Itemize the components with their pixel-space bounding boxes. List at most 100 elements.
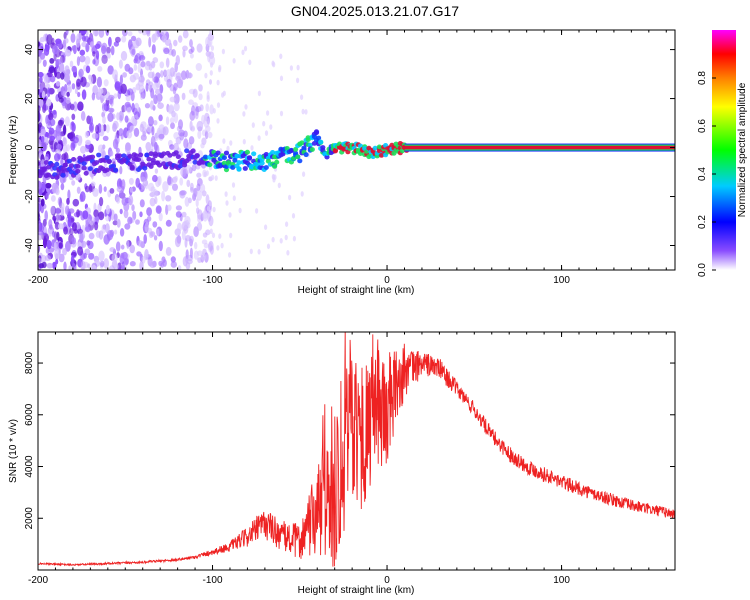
spectrogram-ridge-core <box>404 145 675 150</box>
spectrogram-cell <box>186 179 191 188</box>
spectrogram-cell <box>170 256 176 263</box>
spectrogram-cell <box>39 76 43 83</box>
spectrogram-cell <box>177 265 182 270</box>
snr-y-axis-label: SNR (10 * v/v) <box>8 419 19 483</box>
spectrogram-cell <box>128 198 132 206</box>
spectrogram-cell <box>211 174 215 181</box>
spectrogram-cell <box>179 78 184 85</box>
spectrogram-cell <box>62 136 66 145</box>
spectrogram-cell <box>177 222 182 232</box>
spectrogram-cell <box>135 37 142 47</box>
spectrogram-cell <box>94 221 99 231</box>
spectrogram-cell <box>57 196 63 207</box>
spectrogram-ridge-cell <box>295 154 301 160</box>
spectrogram-cell <box>131 115 136 124</box>
spectrogram-cell <box>79 232 84 243</box>
spectrogram-cell <box>149 197 156 207</box>
spectrogram-cell <box>155 88 161 95</box>
spectrogram-cell <box>127 216 133 225</box>
spectrogram-cell <box>94 30 98 37</box>
spectrogram-cell <box>48 66 55 74</box>
spectrogram-cell <box>300 94 304 100</box>
spectrogram-cell <box>198 93 203 101</box>
spectrogram-cell <box>163 47 170 55</box>
spectrogram-cell <box>39 52 46 60</box>
spectrogram-cell <box>148 36 152 48</box>
spectrogram-cell <box>70 103 75 111</box>
spectrogram-cell <box>152 57 159 64</box>
spectrogram-cell <box>122 30 128 37</box>
spectrogram-cell <box>45 182 52 189</box>
spectrogram-cell <box>96 76 102 88</box>
spectrogram-cell <box>300 191 304 197</box>
spectrogram-cell <box>38 97 44 108</box>
spectrogram-cell <box>229 232 233 239</box>
spectrogram-cell <box>93 209 99 218</box>
spectrogram-ridge-cell <box>133 153 139 159</box>
spectrogram-cell <box>208 200 212 207</box>
spectrogram-ridge-cell <box>270 150 276 155</box>
spectrogram-cell <box>98 184 103 194</box>
spectrogram-cell <box>121 35 127 43</box>
spectrogram-cell <box>50 205 56 215</box>
spectrogram-y-tick-label: 20 <box>24 93 35 105</box>
colorbar-tick-label: 0.6 <box>697 119 708 133</box>
spectrogram-cell <box>126 240 130 249</box>
spectrogram-cell <box>88 252 95 260</box>
spectrogram-cell <box>135 177 140 188</box>
spectrogram-cell <box>149 261 156 268</box>
spectrogram-cell <box>173 112 179 124</box>
spectrogram-cell <box>196 120 204 132</box>
spectrogram-cell <box>152 189 158 198</box>
snr-x-tick-label: -200 <box>28 575 48 586</box>
spectrogram-cell <box>71 122 76 132</box>
spectrogram-ridge-cell <box>303 152 309 158</box>
spectrogram-cell <box>116 112 120 121</box>
spectrogram-cell <box>77 91 81 98</box>
spectrogram-ridge-cell <box>223 150 230 156</box>
spectrogram-cell <box>203 242 209 249</box>
spectrogram-cell <box>54 248 60 259</box>
spectrogram-cell <box>208 40 212 47</box>
spectrogram-cell <box>73 101 78 112</box>
spectrogram-cell <box>192 188 197 199</box>
spectrogram-cell <box>121 196 128 206</box>
spectrogram-cell <box>286 250 290 256</box>
spectrogram-cell <box>62 248 68 256</box>
spectrogram-cell <box>109 229 115 238</box>
spectrogram-ridge-cell <box>60 172 66 178</box>
spectrogram-cell <box>172 183 178 191</box>
spectrogram-cell <box>200 252 207 261</box>
spectrogram-cell <box>156 206 162 213</box>
spectrogram-cell <box>289 65 293 71</box>
spectrogram-ridge-cell <box>68 163 75 169</box>
spectrogram-cell <box>123 209 129 219</box>
snr-x-tick-label: -100 <box>203 575 223 586</box>
spectrogram-cell <box>67 84 71 90</box>
spectrogram-cell <box>44 42 50 52</box>
spectrogram-ridge-cell <box>226 160 232 166</box>
spectrogram-cell <box>188 136 195 145</box>
spectrogram-cell <box>53 242 57 251</box>
spectrogram-cell <box>182 45 188 52</box>
spectrogram-cell <box>119 228 125 237</box>
spectrogram-cell <box>65 69 70 81</box>
spectrogram-cell <box>118 59 123 69</box>
spectrogram-cell <box>153 94 158 105</box>
spectrogram-cell <box>257 135 261 141</box>
spectrogram-cell <box>216 118 220 124</box>
spectrogram-cell <box>153 120 158 126</box>
spectrogram-cell <box>151 44 156 54</box>
spectrogram-cell <box>60 157 64 166</box>
spectrogram-cell <box>266 243 271 250</box>
spectrogram-cell <box>55 38 62 45</box>
spectrogram-ridge-cell <box>41 167 47 173</box>
spectrogram-cell <box>142 30 147 36</box>
spectrogram-ridge-cell <box>236 167 242 172</box>
spectrogram-cell <box>167 175 172 186</box>
spectrogram-cell <box>102 135 109 141</box>
spectrogram-cell <box>39 85 44 93</box>
spectrogram-cell <box>70 254 75 265</box>
spectrogram-cell <box>45 98 52 107</box>
spectrogram-cell <box>140 60 146 68</box>
